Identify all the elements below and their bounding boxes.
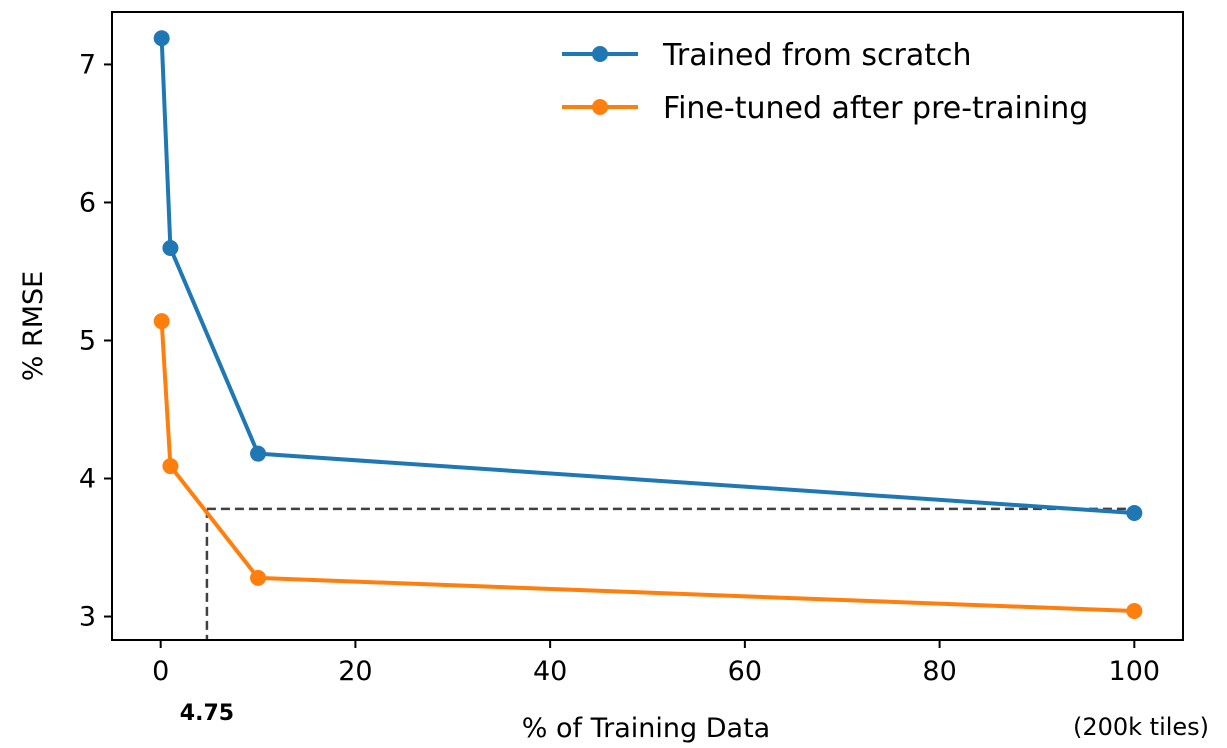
- data-point: [250, 445, 267, 462]
- series-layer: [153, 30, 1143, 620]
- x-tick-label: 0: [152, 656, 169, 687]
- data-point: [153, 313, 170, 330]
- y-tick-label: 3: [79, 602, 96, 633]
- data-point: [162, 240, 179, 257]
- data-point: [153, 30, 170, 47]
- y-tick-label: 7: [79, 49, 96, 80]
- y-tick-label: 5: [79, 325, 96, 356]
- reference-x-label: 4.75: [180, 701, 234, 726]
- legend: Trained from scratch Fine-tuned after pre…: [562, 38, 1088, 126]
- y-axis-label: % RMSE: [18, 271, 49, 382]
- x-tick-label: 100: [1109, 656, 1161, 687]
- x-axis-label: % of Training Data: [522, 713, 770, 744]
- x-tick-label: 60: [728, 656, 762, 687]
- legend-swatch-marker: [592, 46, 608, 62]
- legend-swatch-marker: [592, 99, 608, 115]
- x-tick-label: 40: [533, 656, 567, 687]
- y-axis-ticks: 3 4 5 6 7: [79, 49, 112, 633]
- x-tick-label: 80: [922, 656, 956, 687]
- y-tick-label: 4: [79, 464, 96, 495]
- legend-label: Trained from scratch: [662, 38, 971, 73]
- plot-frame: [111, 11, 1184, 641]
- series-line-1: [159, 38, 1135, 516]
- y-tick-label: 6: [79, 187, 96, 218]
- series-line-2: [159, 321, 1135, 614]
- legend-label: Fine-tuned after pre-training: [663, 91, 1088, 126]
- data-point: [250, 569, 267, 586]
- x-axis-ticks: 0 20 40 60 80 100: [152, 640, 1160, 687]
- data-point: [162, 458, 179, 475]
- data-point: [1126, 505, 1143, 522]
- data-point: [1126, 603, 1143, 620]
- x-axis-note: (200k tiles): [1073, 713, 1209, 741]
- x-tick-label: 20: [338, 656, 372, 687]
- reference-lines: [205, 507, 1135, 640]
